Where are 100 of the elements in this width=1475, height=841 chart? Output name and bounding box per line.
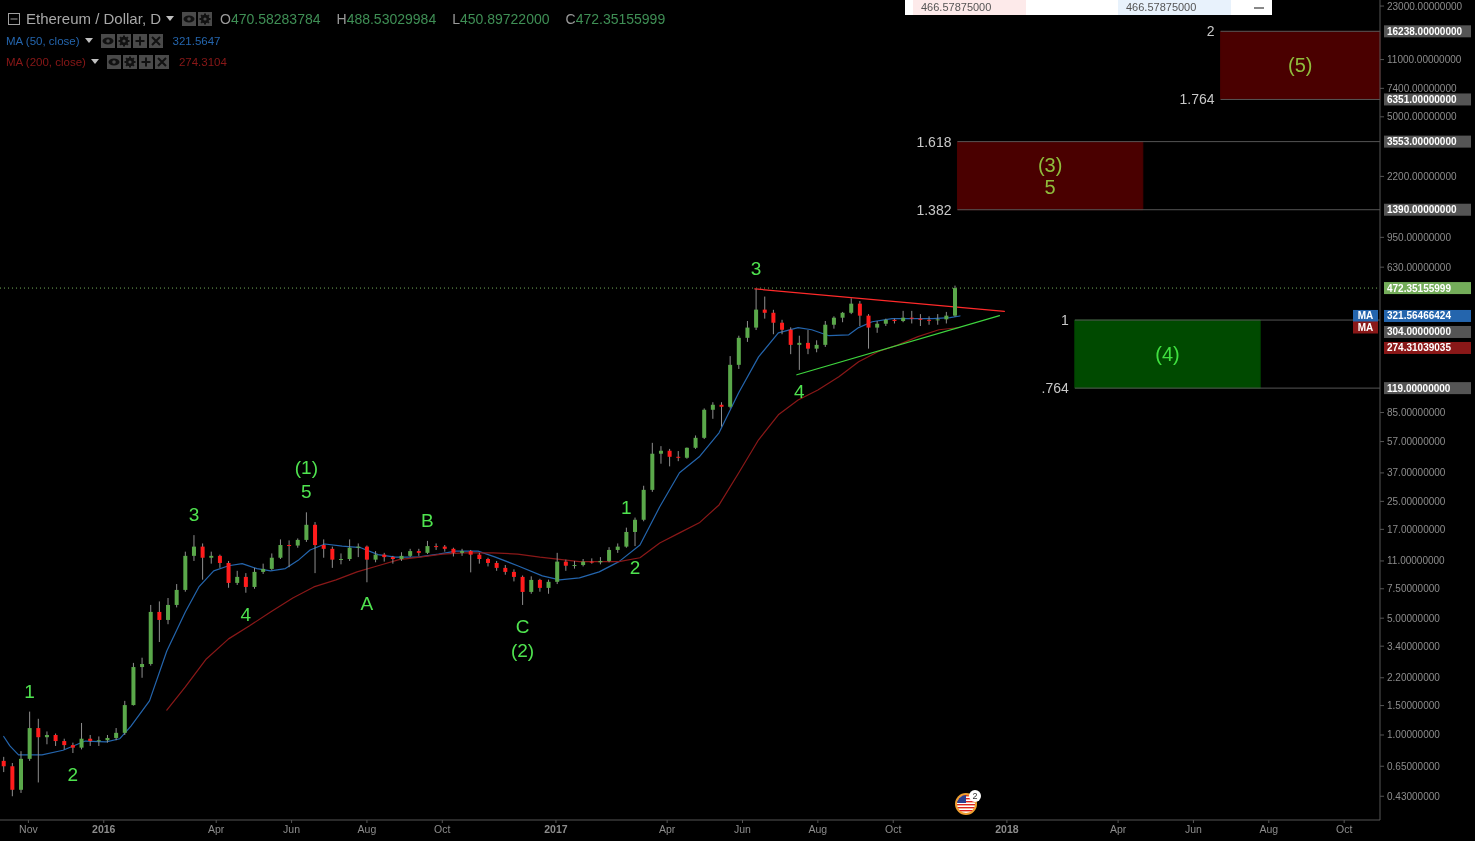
annotation: C (2)	[510, 615, 535, 661]
annotation: 1	[24, 680, 35, 702]
y-tick-label: 11.00000000	[1387, 555, 1446, 567]
candlestick	[805, 329, 810, 355]
candlestick	[468, 549, 473, 573]
y-tick-label: 1.00000000	[1387, 729, 1441, 741]
candlestick	[633, 517, 638, 547]
annotation: .764	[1041, 380, 1070, 397]
input-panel: 466.57875000 466.57875000	[905, 0, 1272, 15]
band-label: (5)	[1288, 54, 1313, 77]
candlestick	[745, 320, 750, 343]
x-tick-label: Oct	[434, 823, 451, 835]
text: MA (200, close)	[6, 54, 86, 70]
candlestick	[287, 539, 292, 568]
candlestick	[356, 542, 361, 558]
annotation: 2	[629, 556, 641, 578]
annotation: MA	[1357, 310, 1374, 322]
y-tick-label: 25.00000000	[1387, 495, 1446, 507]
annotation: 1.382	[916, 201, 952, 218]
candlestick	[191, 534, 196, 562]
candlestick	[511, 568, 516, 582]
candlestick	[831, 315, 836, 330]
annotation: A	[360, 592, 374, 614]
candlestick	[460, 548, 465, 557]
band-label: (3) 5	[1037, 153, 1063, 198]
y-tick-label: 950.00000000	[1387, 231, 1452, 243]
y-tick-label: 23000.00000000	[1387, 0, 1463, 12]
text: 274.31039035	[1387, 342, 1452, 354]
candlestick	[36, 718, 41, 783]
candlestick	[226, 560, 231, 589]
annotation: 4	[240, 603, 252, 625]
candlestick	[174, 583, 179, 608]
x-tick-label: Nov	[19, 823, 39, 835]
candlestick	[857, 300, 862, 327]
y-tick-label: 5000.00000000	[1387, 111, 1457, 123]
x-tick-label: Aug	[357, 823, 377, 835]
text: O470.58283784 H488.53029984 L450.89722000 C472.35155999	[220, 10, 666, 27]
ref-line-label: 1390.00000000	[1387, 204, 1457, 216]
ref-line-label: 6351.00000000	[1387, 93, 1457, 105]
y-tick-label: 7400.00000000	[1387, 82, 1457, 94]
y-tick-label: 630.00000000	[1387, 261, 1452, 273]
annotation: 2	[67, 763, 79, 785]
text: Ethereum / Dollar, D	[26, 9, 162, 28]
x-tick-label: Oct	[1336, 823, 1353, 835]
line-series	[3, 315, 961, 756]
y-tick-label: 3.40000000	[1387, 640, 1441, 652]
candlestick	[520, 575, 525, 606]
candlestick	[624, 527, 629, 549]
candlestick	[157, 600, 162, 643]
candlestick	[304, 511, 309, 543]
candlestick	[217, 554, 222, 569]
annotation: 2	[1206, 23, 1215, 40]
annotation: B	[421, 509, 434, 531]
ref-line-label: 119.00000000	[1387, 382, 1451, 394]
annotation: 1.764	[1179, 91, 1215, 108]
band-label: (4)	[1155, 343, 1180, 366]
candlestick	[390, 555, 395, 565]
annotation: 4	[794, 380, 806, 402]
candlestick	[166, 597, 171, 625]
x-tick-label: 2016	[92, 823, 116, 835]
y-tick-label: 85.00000000	[1387, 407, 1446, 419]
ref-line-label: 16238.00000000	[1387, 25, 1463, 37]
candlestick	[434, 542, 439, 551]
candlestick	[313, 521, 318, 574]
x-tick-label: Aug	[808, 823, 828, 835]
candlestick	[243, 572, 248, 594]
candlestick	[79, 722, 84, 750]
candlestick	[200, 542, 205, 581]
x-tick-label: Oct	[885, 823, 902, 835]
candlestick	[330, 546, 335, 569]
annotation: 466.57875000	[913, 0, 1026, 15]
x-tick-label: Apr	[1109, 823, 1127, 835]
candlestick	[866, 313, 871, 350]
candlestick	[927, 315, 932, 326]
x-tick-label: Apr	[658, 823, 676, 835]
candlestick	[10, 762, 15, 797]
candlestick	[589, 557, 594, 565]
y-tick-label: 5.00000000	[1387, 612, 1441, 624]
candlestick	[780, 319, 785, 335]
annotation: 1	[1061, 312, 1070, 329]
ref-line-label: 472.35155999	[1387, 282, 1452, 294]
y-tick-label: 2.20000000	[1387, 672, 1441, 684]
annotation: 321.5647	[172, 33, 221, 49]
candlestick	[754, 288, 759, 331]
candlestick	[114, 727, 119, 741]
x-tick-label: 2017	[544, 823, 568, 835]
annotation: 3	[750, 257, 762, 279]
annotation: 1	[621, 496, 632, 518]
annotation: 3	[188, 503, 200, 525]
candlestick	[676, 450, 681, 462]
y-tick-label: 2200.00000000	[1387, 170, 1457, 182]
text: MA (50, close)	[6, 33, 80, 49]
annotation: 1.618	[916, 133, 952, 150]
x-tick-label: Aug	[1259, 823, 1279, 835]
annotation: (1) 5	[294, 456, 319, 502]
candlestick	[901, 310, 906, 323]
ref-line-label: 304.00000000	[1387, 326, 1452, 338]
x-tick-label: Jun	[283, 823, 301, 835]
candlestick	[719, 401, 724, 428]
y-tick-label: 57.00000000	[1387, 436, 1446, 448]
